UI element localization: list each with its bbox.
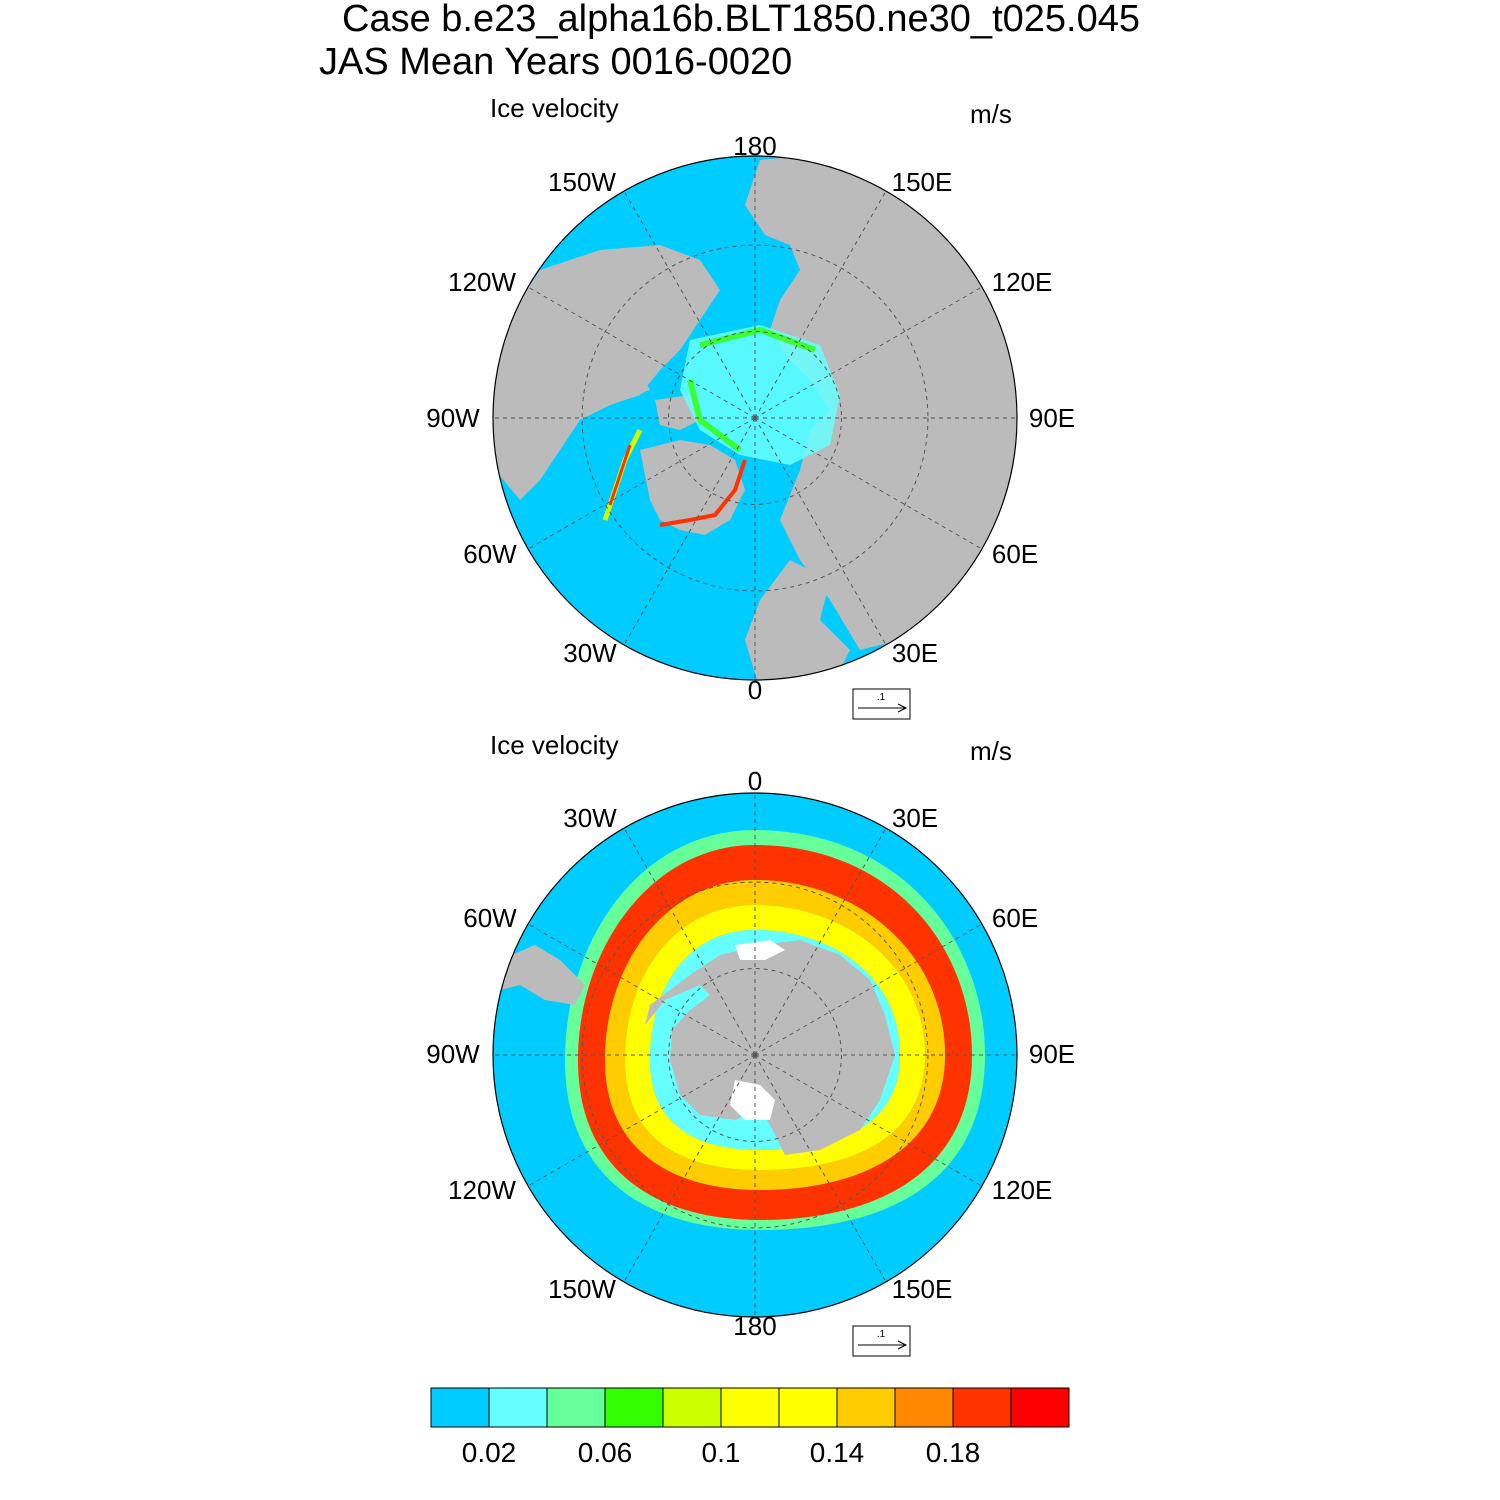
colorbar-swatch	[430, 1387, 490, 1428]
meridian-line	[527, 923, 756, 1056]
meridian-line	[527, 286, 756, 419]
figure-subtitle: JAS Mean Years 0016-0020	[319, 41, 793, 83]
lon-label: 60W	[463, 539, 517, 569]
north-panel-units: m/s	[970, 99, 1012, 129]
meridian-line	[754, 923, 983, 1056]
colorbar	[430, 1387, 1070, 1428]
lon-label: 120E	[992, 1175, 1053, 1205]
meridian-line	[754, 1054, 983, 1187]
lon-label: 150W	[548, 1274, 616, 1304]
colorbar-swatch	[894, 1387, 954, 1428]
arctic-ice-pack	[680, 325, 840, 465]
latitude-circle	[668, 968, 842, 1142]
south-map-border	[492, 792, 1018, 1318]
lon-label: 30W	[563, 803, 617, 833]
north-america-landmass	[493, 245, 720, 500]
south-panel-title: Ice velocity	[490, 730, 619, 760]
north-gridlines	[493, 156, 1017, 680]
latitude-circle	[668, 331, 842, 505]
lon-label: 180	[733, 1311, 776, 1341]
colorbar-swatch	[720, 1387, 780, 1428]
meridian-line	[623, 827, 756, 1056]
south-polar-map	[492, 792, 1018, 1318]
colorbar-tick-label: 0.1	[702, 1437, 741, 1468]
lon-label: 60E	[992, 539, 1038, 569]
lon-label: 30E	[892, 638, 938, 668]
lon-label: 120W	[448, 1175, 516, 1205]
meridian-line	[754, 417, 983, 550]
north-panel-title: Ice velocity	[490, 93, 619, 123]
arctic-ice-edge	[687, 326, 817, 453]
meridian-line	[754, 1054, 887, 1283]
meridian-line	[754, 286, 983, 419]
south-gridlines	[493, 793, 1017, 1317]
south-lon-labels: 0 30E 60E 90E 120E 150E 180 150W 120W 90…	[426, 766, 1075, 1341]
colorbar-swatch	[836, 1387, 896, 1428]
lon-label: 30E	[892, 803, 938, 833]
north-lon-labels: 180 150E 120E 90E 60E 30E 0 30W 60W 90W …	[426, 131, 1075, 705]
south-america-landmass	[500, 945, 585, 1005]
north-polar-map	[492, 155, 1018, 681]
meridian-line	[754, 190, 887, 419]
lon-label: 150W	[548, 167, 616, 197]
lon-label: 150E	[892, 167, 953, 197]
meridian-line	[754, 417, 887, 646]
weddell-ice-shelf	[735, 940, 785, 960]
meridian-line	[623, 190, 756, 419]
lon-label: 90W	[426, 1039, 480, 1069]
lon-label: 120W	[448, 267, 516, 297]
colorbar-tick-label: 0.02	[462, 1437, 517, 1468]
meridian-line	[754, 827, 887, 1056]
ref-vector-label: .1	[877, 692, 886, 703]
south-reference-vector: .1	[852, 1325, 911, 1357]
colorbar-swatch	[488, 1387, 548, 1428]
figure-title: Case b.e23_alpha16b.BLT1850.ne30_t025.04…	[342, 0, 1140, 40]
lon-label: 60W	[463, 903, 517, 933]
ross-ice-shelf	[730, 1080, 775, 1120]
lon-label: 0	[748, 675, 762, 705]
arctic-archipelago	[620, 372, 700, 430]
lon-label: 90W	[426, 403, 480, 433]
north-map-border	[492, 155, 1018, 681]
colorbar-swatch	[778, 1387, 838, 1428]
latitude-circle	[581, 881, 929, 1229]
colorbar-swatch	[662, 1387, 722, 1428]
lon-label: 120E	[992, 267, 1053, 297]
lon-label: 180	[733, 131, 776, 161]
lon-label: 90E	[1029, 1039, 1075, 1069]
ref-vector-label: .1	[877, 1329, 886, 1340]
colorbar-tick-label: 0.06	[578, 1437, 633, 1468]
meridian-line	[527, 1054, 756, 1187]
colorbar-swatch	[1010, 1387, 1070, 1428]
baffin-fast-ice	[608, 444, 632, 506]
lon-label: 30W	[563, 638, 617, 668]
meridian-line	[527, 417, 756, 550]
north-reference-vector: .1	[852, 688, 911, 720]
colorbar-swatch	[546, 1387, 606, 1428]
colorbar-tick-label: 0.18	[926, 1437, 981, 1468]
latitude-circle	[581, 244, 929, 592]
colorbar-labels: 0.02 0.06 0.1 0.14 0.18	[462, 1437, 981, 1468]
lon-label: 150E	[892, 1274, 953, 1304]
lon-label: 0	[748, 766, 762, 796]
lon-label: 60E	[992, 903, 1038, 933]
meridian-line	[623, 1054, 756, 1283]
meridian-line	[623, 417, 756, 646]
colorbar-tick-label: 0.14	[810, 1437, 865, 1468]
east-greenland-current	[659, 459, 747, 527]
lon-label: 90E	[1029, 403, 1075, 433]
south-panel-units: m/s	[970, 736, 1012, 766]
colorbar-swatch	[952, 1387, 1012, 1428]
scandinavia-landmass	[745, 560, 850, 680]
colorbar-swatch	[604, 1387, 664, 1428]
antarctica-landmass	[645, 940, 895, 1155]
